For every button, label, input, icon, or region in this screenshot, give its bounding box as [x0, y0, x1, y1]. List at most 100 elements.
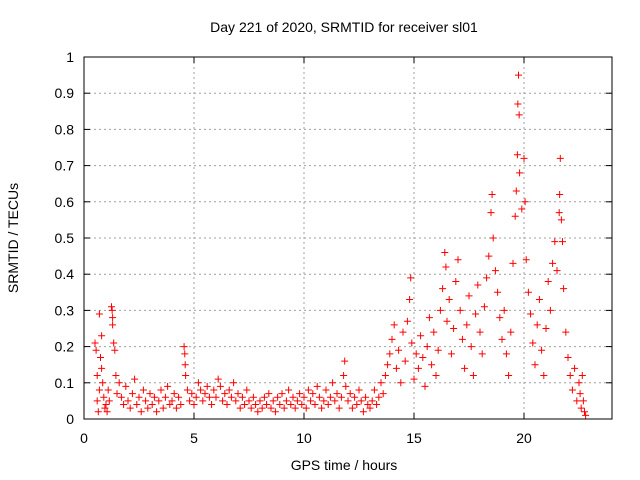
data-point [556, 191, 564, 199]
data-point [529, 339, 537, 347]
data-point [111, 346, 119, 354]
data-point [180, 343, 188, 351]
y-tick-label: 0.1 [55, 375, 75, 391]
data-point [201, 390, 209, 398]
data-point [232, 397, 240, 405]
data-point [578, 372, 586, 380]
data-point [359, 408, 367, 416]
data-point [450, 325, 458, 332]
data-point [538, 346, 546, 354]
data-point [443, 317, 451, 325]
chart-title: Day 221 of 2020, SRMTID for receiver sl0… [210, 19, 478, 35]
data-point [560, 285, 568, 293]
data-point [331, 397, 339, 405]
data-point [135, 393, 143, 401]
data-point [304, 386, 312, 394]
data-point [245, 397, 253, 405]
data-point [366, 404, 374, 412]
y-tick-label: 0.3 [55, 302, 75, 318]
data-point [370, 386, 378, 394]
data-point [353, 401, 361, 409]
data-point [186, 397, 194, 405]
data-point [223, 401, 231, 409]
data-point [425, 314, 433, 322]
data-point [256, 397, 264, 405]
data-point [102, 401, 110, 409]
data-point [230, 379, 238, 387]
data-point [555, 209, 563, 217]
data-point [454, 256, 462, 264]
data-point [282, 397, 290, 405]
data-point [120, 401, 128, 409]
data-point [520, 154, 528, 162]
data-point [491, 267, 499, 275]
data-point [139, 386, 147, 394]
data-point [542, 325, 550, 332]
data-point [381, 372, 389, 380]
data-point [219, 397, 227, 405]
data-point [407, 274, 415, 282]
data-point [488, 191, 496, 199]
data-point [293, 397, 301, 405]
data-point [124, 397, 132, 405]
data-point [364, 401, 372, 409]
data-point [98, 332, 106, 340]
data-point [568, 386, 576, 394]
data-point [521, 198, 529, 206]
data-point [252, 401, 260, 409]
y-tick-label: 0.2 [55, 339, 75, 355]
data-point [388, 335, 396, 343]
data-point [105, 397, 113, 405]
data-point [401, 357, 409, 365]
data-point [155, 397, 163, 405]
data-point [392, 364, 400, 372]
data-point [291, 404, 299, 412]
data-point [166, 401, 174, 409]
data-point [487, 209, 495, 217]
data-point [153, 408, 161, 416]
data-point [212, 393, 220, 401]
data-point [157, 386, 165, 394]
x-axis-label: GPS time / hours [291, 457, 398, 473]
data-point [243, 386, 251, 394]
data-point [390, 321, 398, 329]
y-tick-label: 0.7 [55, 158, 75, 174]
data-point [148, 401, 156, 409]
x-tick-label: 20 [516, 430, 532, 446]
data-points [91, 71, 590, 419]
data-point [494, 288, 502, 296]
data-point [428, 361, 436, 369]
y-tick-label: 0.5 [55, 230, 75, 246]
data-point [315, 393, 323, 401]
data-point [540, 372, 548, 380]
data-point [101, 404, 109, 412]
data-point [535, 296, 543, 304]
data-point [98, 364, 106, 372]
data-point [99, 379, 107, 387]
data-point [95, 310, 103, 318]
data-point [342, 382, 350, 390]
data-point [498, 335, 506, 343]
data-point [205, 393, 213, 401]
data-point [386, 350, 394, 358]
data-point [419, 353, 427, 361]
data-point [333, 390, 341, 398]
data-point [423, 343, 431, 351]
data-point [348, 404, 356, 412]
data-point [302, 404, 310, 412]
data-point [527, 310, 535, 318]
data-point [502, 350, 510, 358]
data-point [544, 277, 552, 285]
data-point [355, 386, 363, 394]
data-point [469, 372, 477, 380]
data-point [159, 404, 167, 412]
data-point [300, 393, 308, 401]
data-point [117, 393, 125, 401]
data-point [265, 390, 273, 398]
data-point [515, 111, 523, 119]
y-tick-label: 1 [66, 49, 74, 65]
data-point [509, 259, 517, 267]
data-point [91, 339, 99, 347]
data-point [225, 386, 233, 394]
